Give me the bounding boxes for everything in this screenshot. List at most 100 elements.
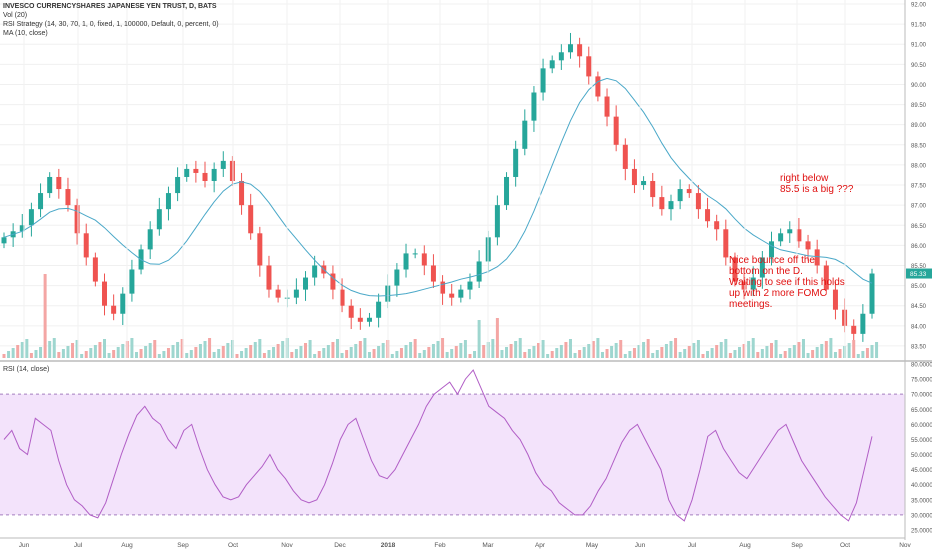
volume-bar [518,338,522,358]
volume-bar [431,344,435,358]
volume-bar [281,341,285,358]
volume-bar [756,352,760,358]
volume-bar [760,349,764,358]
volume-bar [71,343,75,358]
volume-bar [450,349,454,358]
time-tick-label: Nov [281,542,293,549]
price-tick-label: 91.00 [911,43,927,49]
time-tick-label: Dec [334,542,346,549]
price-tick-label: 83.50 [911,344,927,350]
volume-bar [765,346,769,358]
volume-bar [185,353,189,358]
volume-bar [468,354,472,358]
price-tick-label: 90.50 [911,63,927,69]
volume-bar [372,349,376,358]
volume-bar [322,348,326,358]
candle-body [787,229,793,234]
volume-bar [728,353,732,358]
volume-bar [801,339,805,358]
candle-body [147,229,153,250]
time-tick-label: Aug [121,542,133,549]
volume-bar [769,343,773,358]
volume-bar [591,341,595,358]
candle-body [613,116,619,145]
rsi-band [0,394,905,515]
volume-bar [870,345,874,358]
candle-body [293,289,299,298]
volume-bar [806,353,810,358]
candle-body [120,293,126,314]
volume-bar [555,348,559,358]
candle-body [668,201,674,210]
volume-bar [797,342,801,358]
volume-bar [738,347,742,358]
candle-body [622,144,628,169]
volume-bar [148,343,152,358]
volume-bar [724,339,728,358]
volume-bar [304,343,308,358]
volume-bar [367,352,371,358]
volume-bar [427,347,431,358]
volume-bar [313,354,317,358]
annotation-line: meetings. [729,299,773,310]
volume-bar [57,352,61,358]
volume-bar [363,338,367,358]
volume-bar [605,349,609,358]
rsi-legend: RSI (14, close) [3,366,50,373]
volume-bar [48,341,52,358]
volume-bar [418,353,422,358]
volume-bar [710,348,714,358]
volume-bar [399,348,403,358]
volume-bar [568,339,572,358]
volume-bar [779,354,783,358]
volume-bar [441,338,445,358]
candle-body [403,253,409,270]
candle-body [430,265,436,282]
volume-bar [541,340,545,358]
candle-body [202,172,208,181]
chart-title: INVESCO CURRENCYSHARES JAPANESE YEN TRUS… [3,3,217,10]
volume-bar [16,345,20,358]
price-tick-label: 90.00 [911,83,927,89]
volume-bar [235,354,239,358]
volume-bar [783,351,787,358]
price-tick-label: 87.00 [911,204,927,210]
volume-bar [404,345,408,358]
volume-bar [632,348,636,358]
volume-bar [865,348,869,358]
candle-body [851,325,857,334]
volume-bar [614,343,618,358]
volume-bar [875,342,879,358]
volume-bar [559,345,563,358]
volume-bar [852,340,856,358]
volume-bar [505,347,509,358]
volume-bar [25,339,29,358]
volume-bar [103,339,107,358]
volume-bar [564,342,568,358]
volume-bar [326,345,330,358]
volume-bar [820,344,824,358]
volume-bar [84,351,88,358]
volume-bar [340,353,344,358]
volume-bar [39,347,43,358]
candle-body [458,289,464,298]
candle-body [732,257,738,282]
candle-body [595,76,601,97]
volume-bar [230,340,234,358]
volume-bar [655,350,659,358]
volume-bar [290,352,294,358]
volume-bar [578,350,582,358]
candle-body [686,189,692,194]
candle-body [19,225,25,232]
volume-bar [116,347,120,358]
volume-bar [637,345,641,358]
candle-body [339,289,345,306]
price-tick-label: 88.00 [911,163,927,169]
price-pane-bg [0,0,905,360]
volume-bar [550,351,554,358]
volume-bar [619,340,623,358]
volume-bar [130,338,134,358]
candle-body [531,92,537,121]
volume-bar [651,353,655,358]
